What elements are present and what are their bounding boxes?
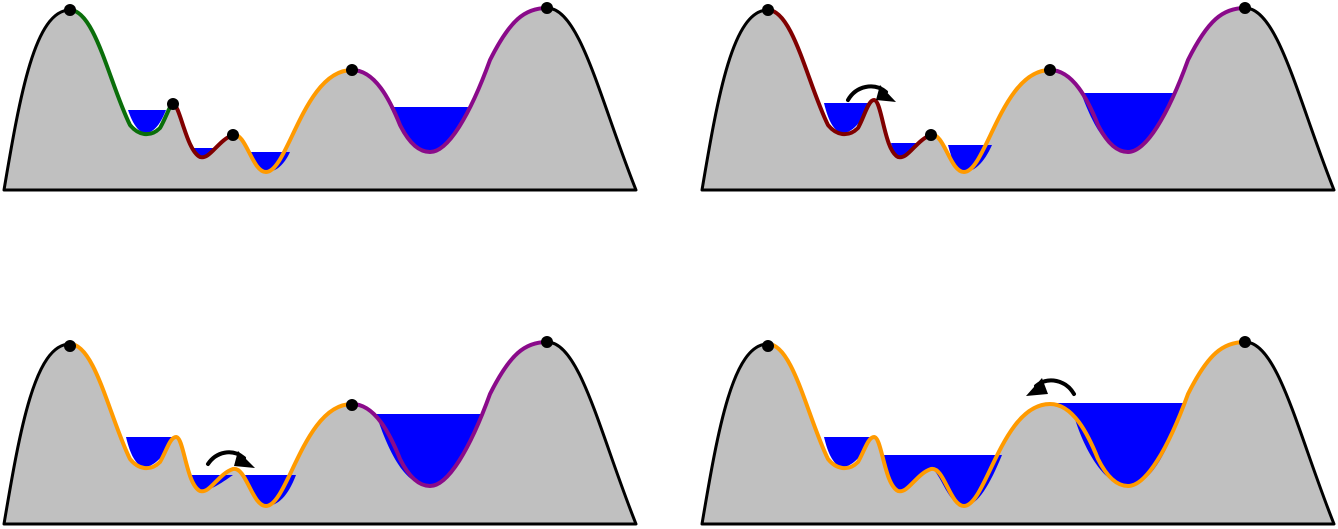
peak-marker [925,129,937,141]
peak-marker [541,336,553,348]
panel-1 [0,0,640,195]
basin-segments [68,6,549,175]
merge-arrowhead [234,451,255,468]
segment-purple [350,6,549,155]
peak-marker [1239,336,1251,348]
water-pool-a [824,437,874,467]
peaks [64,336,553,411]
panel-2 [698,0,1338,195]
water-pool-a [824,103,868,133]
terrain [702,342,1334,524]
peak-marker [1044,64,1056,76]
segment-green [68,8,175,137]
basin-segments [766,340,1247,509]
water-pool-a [128,110,166,133]
panel-4-figure [700,336,1336,526]
peak-marker [227,129,239,141]
peak-marker [346,399,358,411]
water-pool-a [126,437,176,467]
panel-3 [0,334,640,529]
segment-purple [1048,6,1247,155]
water-pool-d [1050,403,1185,486]
segment-purple [350,340,549,489]
peak-marker [762,340,774,352]
peaks [762,336,1251,352]
peak-marker [541,2,553,14]
segment-orange [766,340,1247,509]
segment-orange [929,68,1052,175]
segment-orange [68,342,354,509]
peak-marker [167,98,179,110]
peaks [64,2,553,141]
terrain [4,8,636,190]
merge-arrowhead [876,85,896,102]
peak-marker [64,340,76,352]
panel-3-figure [2,336,638,526]
peak-marker [1239,2,1251,14]
panel-4 [698,334,1338,529]
merge-arrowhead [1026,378,1048,396]
peak-marker [762,4,774,16]
peak-marker [64,4,76,16]
panel-2-figure [700,2,1336,192]
segment-darkred [171,102,235,160]
panel-1-figure [2,2,638,192]
segment-orange [231,68,354,175]
peak-marker [346,64,358,76]
basin-segments [68,340,549,509]
terrain [702,8,1334,190]
segment-darkred [766,8,933,160]
terrain [4,342,636,524]
basin-segments [766,6,1247,175]
peaks [762,2,1251,141]
